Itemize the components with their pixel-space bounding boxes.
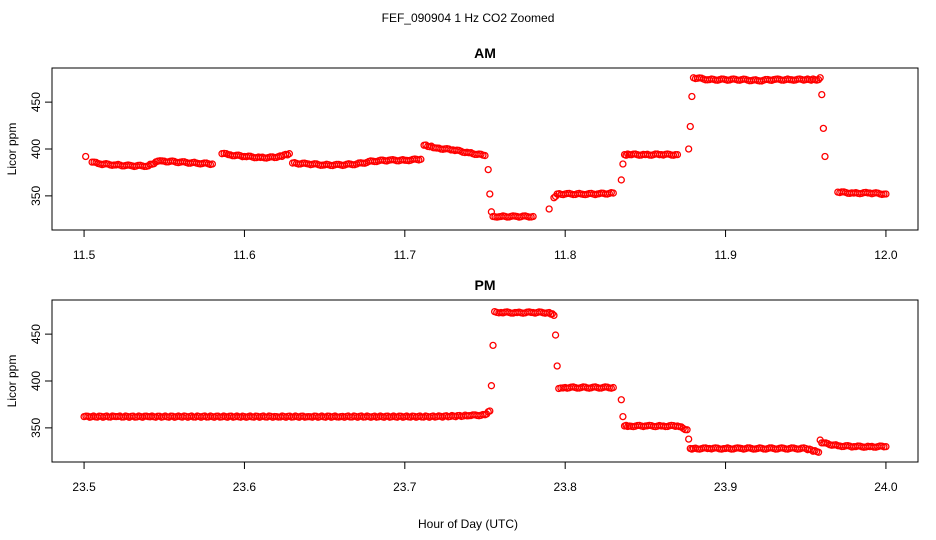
data-point — [688, 92, 696, 101]
data-point — [816, 74, 824, 82]
x-tick-label: 11.5 — [73, 248, 96, 262]
x-tick-label: 11.7 — [394, 248, 417, 262]
panel-am: AM Licor ppm 11.5 11.6 11.7 11.8 11.9 12.0 350 40… — [5, 45, 919, 262]
data-point — [622, 151, 630, 159]
x-tick-label: 24.0 — [874, 480, 898, 494]
data-point — [481, 151, 489, 160]
x-tick-label: 23.5 — [72, 480, 96, 494]
data-point — [553, 362, 561, 370]
data-point — [484, 165, 492, 174]
y-axis-label: Licor ppm — [5, 123, 19, 176]
data-point — [285, 150, 293, 158]
data-point — [686, 122, 694, 131]
data-point — [545, 205, 553, 213]
x-tick-label: 23.9 — [714, 480, 738, 494]
data-point — [673, 150, 682, 159]
data-point — [814, 448, 823, 456]
x-tick-label: 11.9 — [714, 248, 737, 262]
y-axis-label: Licor ppm — [5, 355, 19, 408]
data-points — [80, 307, 890, 456]
data-point — [208, 160, 217, 168]
plot-frame — [51, 67, 919, 231]
data-point — [548, 310, 557, 318]
data-points — [82, 74, 890, 221]
data-point — [821, 152, 829, 161]
data-point — [487, 382, 496, 390]
y-tick-label: 350 — [29, 418, 43, 438]
x-tick-label: 23.8 — [554, 480, 578, 494]
data-point — [683, 426, 691, 434]
panel-pm: PM Licor ppm 23.5 23.6 23.7 23.8 23.9 24.0 350 40… — [5, 277, 919, 494]
x-tick-label: 11.8 — [554, 248, 577, 262]
y-tick-label: 450 — [29, 324, 43, 344]
y-tick-label: 450 — [29, 92, 43, 112]
x-tick-label: 23.7 — [393, 480, 417, 494]
data-point — [489, 341, 497, 350]
x-tick-label: 12.0 — [874, 248, 898, 262]
y-tick-label: 400 — [29, 371, 43, 391]
data-point — [819, 124, 828, 133]
data-point — [882, 190, 890, 198]
y-tick-label: 400 — [29, 139, 43, 159]
data-point — [685, 145, 693, 153]
data-point — [486, 407, 494, 415]
data-point — [619, 160, 627, 168]
data-point — [550, 311, 558, 320]
data-point — [82, 152, 90, 161]
data-point — [609, 189, 617, 197]
data-point — [487, 208, 496, 216]
x-axis-label: Hour of Day (UTC) — [418, 517, 518, 531]
x-tick-label: 11.6 — [233, 248, 256, 262]
data-point — [617, 176, 625, 184]
data-point — [818, 90, 826, 99]
data-point — [417, 155, 425, 163]
data-point — [486, 190, 494, 198]
plot-frame — [51, 299, 919, 463]
y-tick-label: 350 — [29, 186, 43, 206]
data-point — [619, 412, 627, 421]
x-tick-label: 23.6 — [233, 480, 257, 494]
data-point — [617, 396, 625, 404]
figure-title: FEF_090904 1 Hz CO2 Zoomed — [382, 11, 555, 25]
panel-title: PM — [475, 277, 496, 293]
data-point — [814, 75, 823, 84]
data-point — [882, 442, 890, 451]
data-point — [609, 383, 617, 392]
data-point — [529, 212, 537, 221]
data-point — [551, 331, 560, 339]
data-point — [685, 435, 693, 443]
panel-title: AM — [474, 45, 496, 61]
data-point — [622, 421, 630, 430]
